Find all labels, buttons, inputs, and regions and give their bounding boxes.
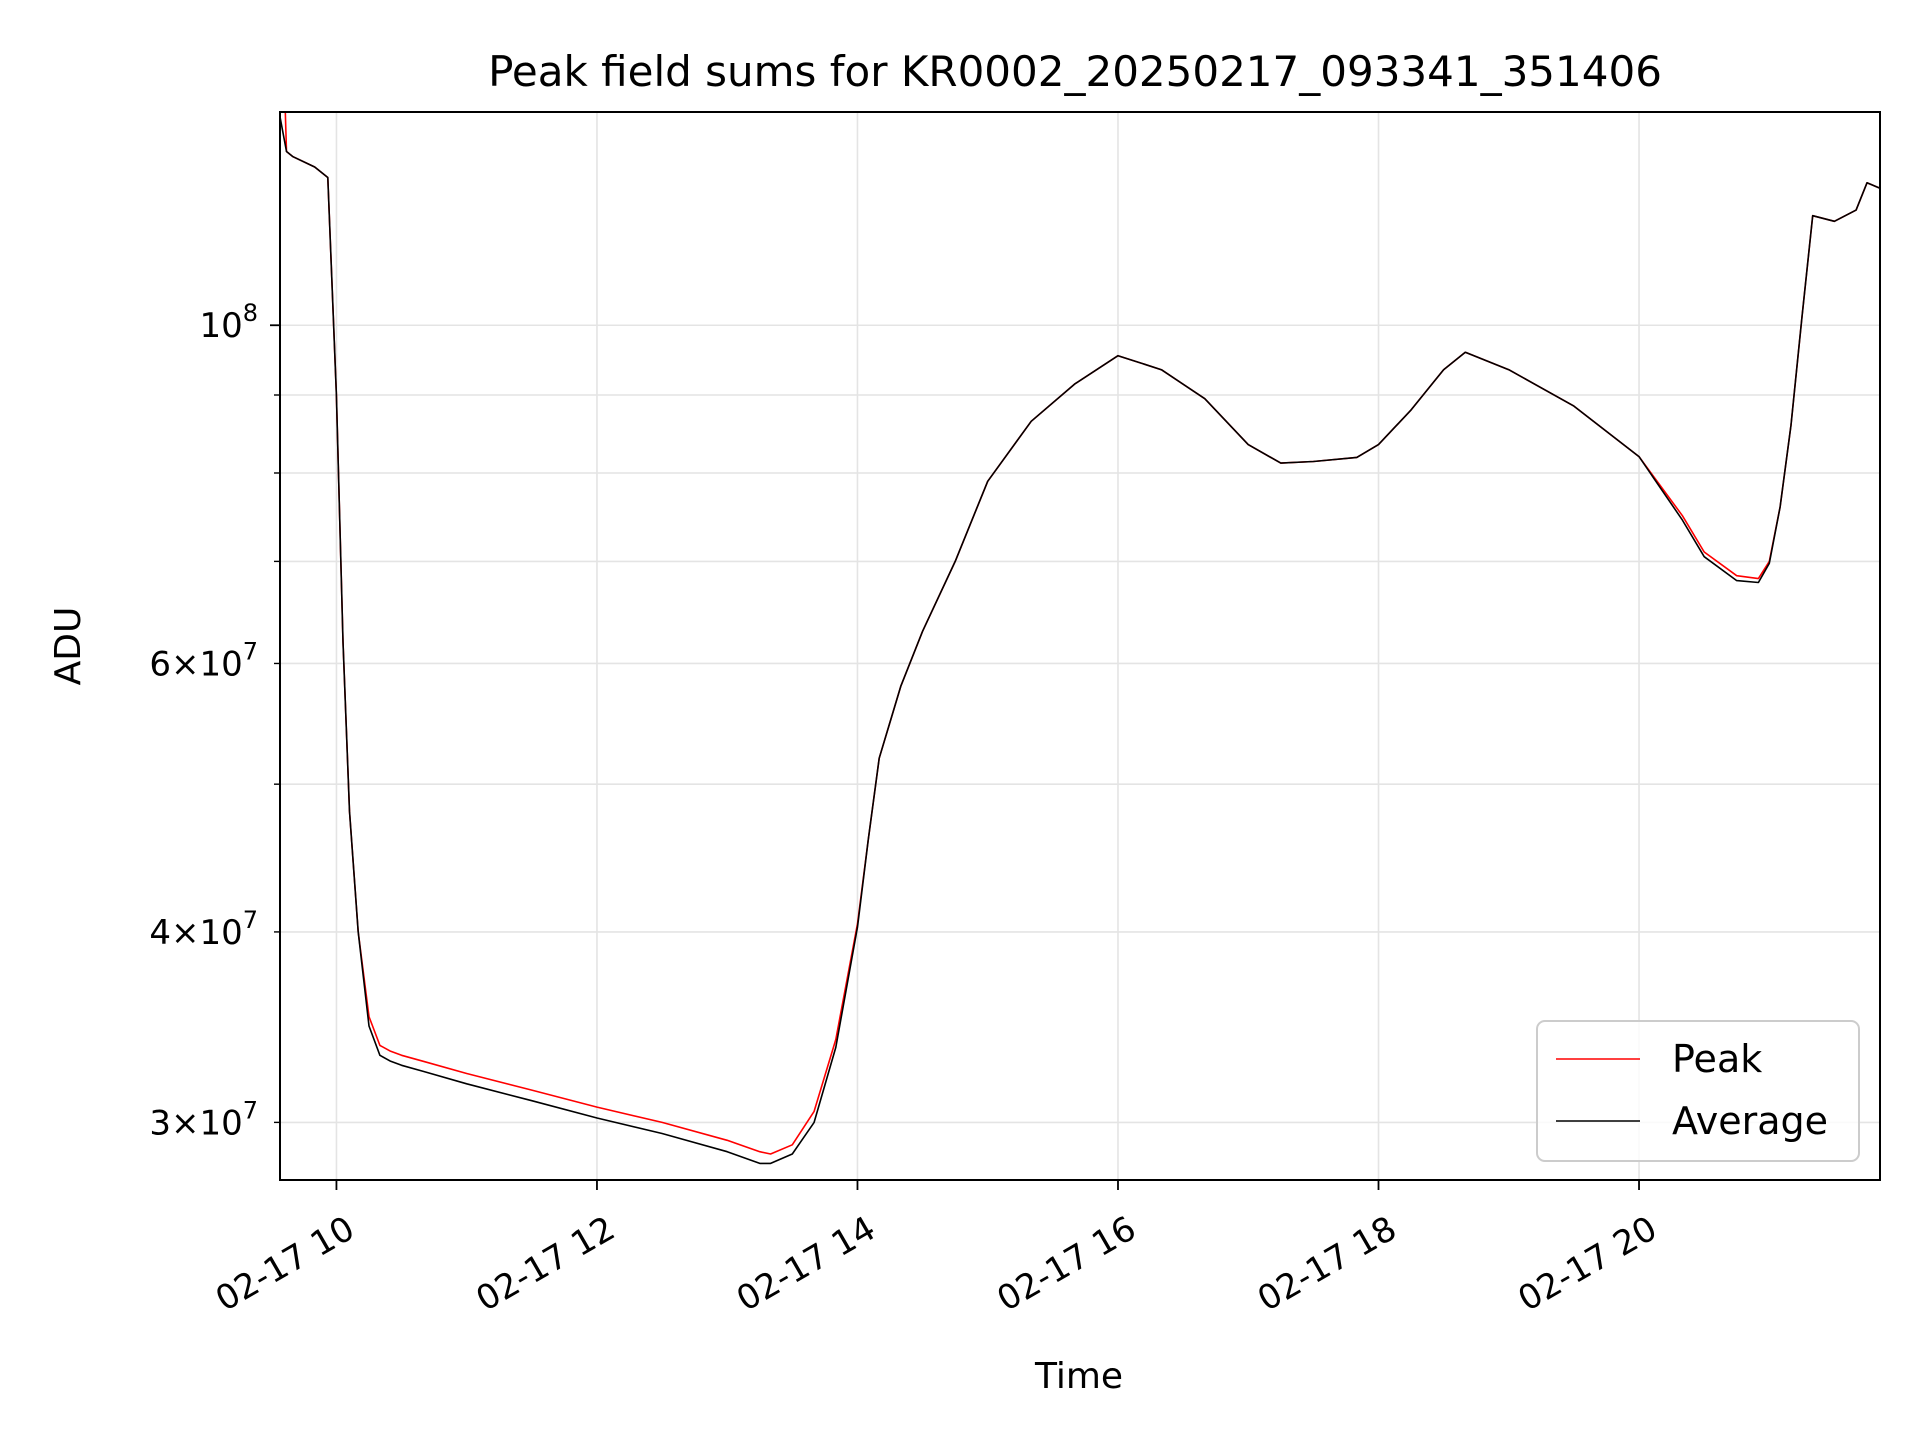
grid [280, 112, 1880, 1180]
legend-box [1536, 1020, 1860, 1162]
plot-frame [279, 111, 1881, 1181]
plot-area [280, 112, 1880, 1165]
legend: Peak Average [1536, 1020, 1860, 1162]
y-tick-exponent: 8 [243, 299, 258, 327]
y-tick-label: 3×107 [149, 1096, 258, 1143]
y-tick-base: 10 [199, 913, 242, 953]
y-tick-mantissa: 4 [149, 913, 171, 953]
y-tick-label: 6×107 [149, 637, 258, 684]
y-tick-label: 4×107 [149, 906, 258, 953]
y-axis-label: ADU [48, 607, 89, 686]
series-line-average [280, 116, 1880, 1165]
y-tick-times: × [171, 913, 200, 953]
y-tick-mantissa: 3 [149, 1103, 171, 1143]
y-tick-base: 10 [199, 644, 242, 684]
y-tick-base: 10 [199, 306, 242, 346]
legend-average-label: Average [1672, 1099, 1828, 1143]
x-axis-label: Time [1034, 1356, 1123, 1397]
chart-title: Peak field sums for KR0002_20250217_0933… [488, 47, 1662, 96]
legend-peak-label: Peak [1672, 1037, 1762, 1081]
y-tick-times: × [171, 644, 200, 684]
y-tick-base: 10 [199, 1103, 242, 1143]
y-tick-exponent: 7 [243, 637, 258, 665]
y-tick-label: 108 [199, 299, 258, 346]
y-tick-times: × [171, 1103, 200, 1143]
y-tick-exponent: 7 [243, 906, 258, 934]
y-tick-exponent: 7 [243, 1096, 258, 1124]
y-tick-mantissa: 6 [149, 644, 171, 684]
